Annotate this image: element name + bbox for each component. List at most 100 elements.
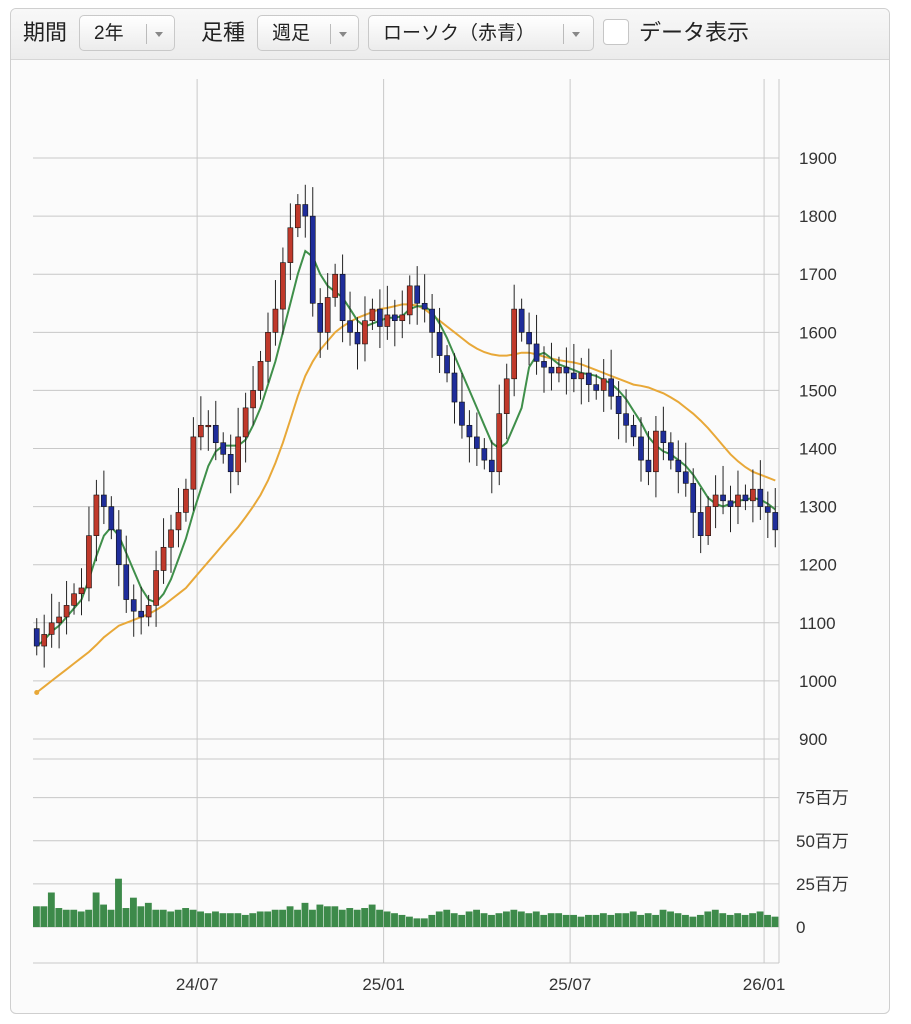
volume-bar: [734, 913, 742, 927]
volume-bar: [256, 911, 264, 927]
up-candle: [41, 634, 48, 647]
up-candle: [399, 314, 406, 322]
chart-style-select[interactable]: ローソク（赤青）: [368, 15, 594, 51]
volume-bar: [726, 914, 734, 927]
up-candle: [86, 535, 92, 589]
up-candle: [511, 308, 518, 380]
up-candle: [735, 494, 741, 507]
volume-bar: [219, 913, 227, 927]
period-select-value: 2年: [94, 23, 124, 44]
volume-tick-label: 0: [796, 918, 805, 937]
volume-bar: [331, 906, 339, 927]
price-tick-label: 1900: [799, 149, 837, 168]
volume-bars: [33, 878, 779, 927]
volume-tick-label: 50百万: [796, 832, 849, 851]
volume-bar: [562, 914, 570, 927]
stock-chart: 1900 1800 1700 1600 1500 1400 1300 1200 1100 1000…: [33, 79, 849, 994]
volume-bar: [585, 914, 592, 927]
price-tick-label: 1700: [799, 265, 837, 284]
volume-bar: [696, 914, 704, 927]
down-candle: [227, 454, 234, 473]
volume-bar: [741, 914, 749, 927]
down-candle: [339, 273, 346, 322]
candle-type-select[interactable]: 週足: [257, 15, 359, 51]
period-select[interactable]: 2年: [79, 15, 175, 51]
up-candle: [369, 308, 376, 322]
volume-bar: [667, 911, 674, 927]
up-candle: [205, 424, 212, 428]
price-tick-label: 1600: [799, 323, 837, 342]
volume-bar: [488, 914, 495, 927]
up-candle: [324, 297, 331, 333]
date-axis-labels: 24/07 25/01 25/07 26/01: [176, 975, 786, 994]
down-candle: [518, 308, 525, 333]
volume-bar: [189, 909, 197, 927]
chart-panel: 期間 2年 足種 週足 ローソク（赤青） データ表示 1900 1800 1700 1…: [10, 8, 890, 1014]
up-candle: [600, 378, 607, 391]
price-tick-label: 1100: [799, 614, 836, 633]
volume-tick-label: 75百万: [796, 789, 849, 808]
volume-bar: [458, 914, 466, 927]
candlesticks: [33, 184, 779, 668]
volume-axis-labels: 75百万 50百万 25百万 0: [796, 789, 849, 937]
down-candle: [130, 599, 137, 612]
up-candle: [578, 372, 585, 380]
volume-bar: [174, 909, 182, 927]
volume-bar: [428, 914, 436, 927]
volume-bar: [525, 913, 533, 927]
down-candle: [459, 401, 465, 426]
volume-bar: [510, 909, 518, 927]
volume-bar: [271, 909, 279, 927]
volume-bar: [637, 914, 645, 927]
volume-bar: [301, 902, 309, 927]
volume-bar: [204, 913, 212, 927]
volume-bar: [450, 913, 458, 927]
volume-bar: [599, 913, 607, 927]
down-candle: [764, 506, 771, 513]
up-candle: [153, 570, 159, 606]
data-display-checkbox[interactable]: [603, 19, 629, 45]
down-candle: [526, 332, 532, 345]
volume-bar: [674, 913, 682, 927]
volume-bar: [532, 911, 540, 927]
volume-bar: [62, 909, 70, 927]
volume-bar: [749, 913, 757, 927]
volume-bar: [241, 914, 249, 927]
data-display-label: データ表示: [639, 20, 750, 45]
volume-bar: [502, 911, 510, 927]
down-candle: [429, 308, 435, 333]
volume-bar: [652, 914, 660, 927]
up-candle: [384, 314, 391, 327]
volume-bar: [577, 916, 585, 927]
up-candle: [48, 622, 55, 635]
volume-bar: [264, 911, 272, 927]
price-tick-label: 1400: [799, 440, 837, 459]
volume-bar: [443, 909, 451, 927]
down-candle: [660, 430, 667, 444]
down-candle: [212, 424, 219, 444]
down-candle: [571, 372, 577, 380]
down-candle: [414, 285, 421, 304]
down-candle: [593, 384, 600, 391]
up-candle: [183, 488, 189, 513]
up-candle: [287, 227, 294, 263]
volume-bar: [629, 911, 637, 927]
down-candle: [474, 436, 480, 449]
date-tick-label: 25/01: [362, 975, 405, 994]
volume-bar: [77, 911, 85, 927]
up-candle: [71, 593, 77, 606]
price-tick-label: 900: [799, 730, 827, 749]
volume-bar: [279, 909, 287, 927]
volume-tick-label: 25百万: [796, 875, 849, 894]
volume-bar: [711, 909, 719, 927]
down-candle: [302, 204, 309, 217]
up-candle: [653, 430, 659, 473]
up-candle: [56, 616, 62, 624]
volume-bar: [55, 908, 63, 927]
volume-bar: [197, 911, 204, 927]
up-candle: [272, 308, 279, 333]
down-candle: [742, 494, 749, 502]
volume-bar: [480, 913, 488, 927]
short-ma-line: [36, 249, 776, 647]
volume-bar: [40, 906, 48, 927]
